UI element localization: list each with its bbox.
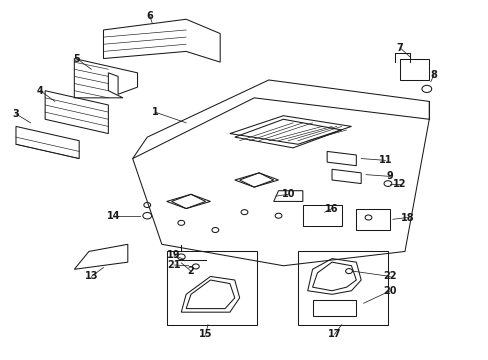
Text: 4: 4	[37, 86, 43, 96]
Text: 21: 21	[167, 260, 181, 270]
Text: 18: 18	[400, 212, 413, 222]
Text: 9: 9	[386, 171, 393, 181]
Text: 12: 12	[392, 179, 406, 189]
Text: 17: 17	[327, 329, 341, 339]
Text: 6: 6	[146, 11, 153, 21]
Text: 13: 13	[84, 271, 98, 282]
Text: 15: 15	[199, 329, 212, 339]
Text: 22: 22	[383, 271, 396, 282]
Text: 16: 16	[325, 203, 338, 213]
Text: 19: 19	[167, 250, 181, 260]
Text: 2: 2	[187, 266, 194, 276]
Bar	[166, 251, 256, 325]
Text: 10: 10	[281, 189, 294, 199]
Text: 8: 8	[430, 69, 437, 80]
Text: 20: 20	[383, 286, 396, 296]
Text: 1: 1	[151, 107, 158, 117]
Text: 14: 14	[106, 211, 120, 221]
Text: 11: 11	[378, 156, 391, 165]
Text: 7: 7	[396, 43, 403, 53]
Text: 5: 5	[73, 54, 80, 64]
Text: 3: 3	[13, 109, 20, 119]
Bar	[297, 251, 387, 325]
